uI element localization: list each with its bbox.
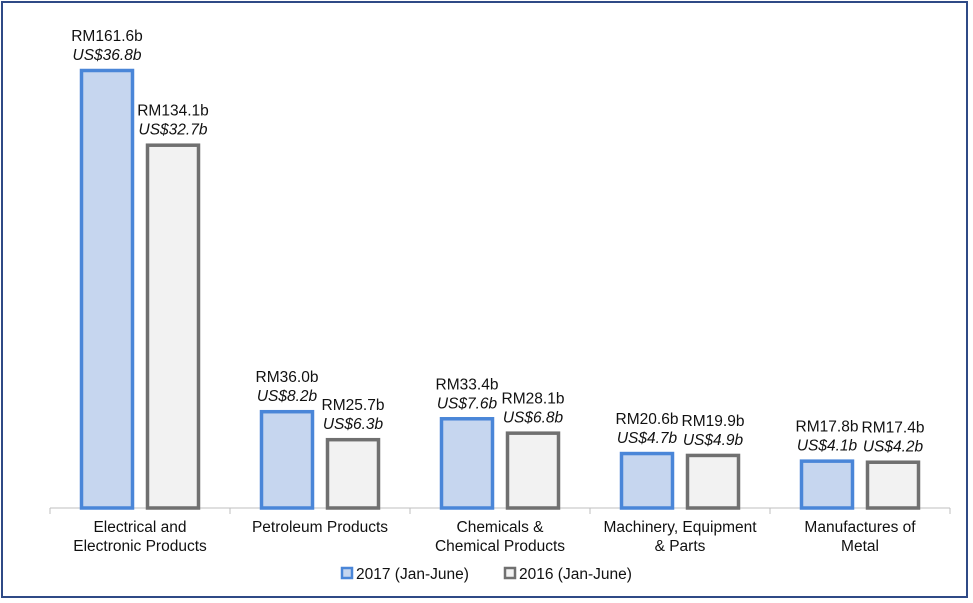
data-label-rm: RM17.4b bbox=[862, 420, 925, 437]
x-tick-label: & Parts bbox=[655, 538, 706, 555]
data-label-rm: RM36.0b bbox=[256, 369, 319, 386]
data-label-rm: RM28.1b bbox=[502, 391, 565, 408]
data-label-rm: RM25.7b bbox=[322, 397, 385, 414]
data-label-usd: US$8.2b bbox=[257, 388, 318, 405]
x-tick-label: Machinery, Equipment bbox=[603, 519, 757, 536]
bar-2017 bbox=[439, 417, 495, 510]
legend-label: 2017 (Jan-June) bbox=[356, 566, 469, 583]
bar-2017 bbox=[619, 451, 675, 510]
data-label-usd: US$7.6b bbox=[437, 395, 498, 412]
data-label-usd: US$4.7b bbox=[617, 430, 678, 447]
data-label-usd: US$4.1b bbox=[797, 438, 858, 455]
data-label-usd: US$4.9b bbox=[683, 432, 744, 449]
bar-2016 bbox=[145, 143, 201, 510]
x-tick-label: Petroleum Products bbox=[252, 519, 388, 536]
legend-swatch bbox=[503, 566, 517, 580]
bar-2016 bbox=[505, 431, 561, 510]
x-tick-label: Chemical Products bbox=[435, 538, 565, 555]
x-tick-label: Electrical and bbox=[93, 519, 186, 536]
data-label-usd: US$36.8b bbox=[73, 47, 142, 64]
x-tick-label: Metal bbox=[841, 538, 879, 555]
data-label-usd: US$6.3b bbox=[323, 416, 384, 433]
x-tick-label: Electronic Products bbox=[73, 538, 207, 555]
data-label-usd: US$32.7b bbox=[139, 122, 208, 139]
bar-2017 bbox=[79, 68, 135, 510]
data-label-usd: US$6.8b bbox=[503, 410, 564, 427]
legend-swatch bbox=[340, 566, 354, 580]
bar-2016 bbox=[865, 460, 921, 510]
data-label-rm: RM161.6b bbox=[71, 28, 143, 45]
legend-label: 2016 (Jan-June) bbox=[519, 566, 632, 583]
data-label-rm: RM134.1b bbox=[137, 103, 209, 120]
bar-2017 bbox=[259, 409, 315, 510]
bar-2016 bbox=[685, 453, 741, 510]
bar-2016 bbox=[325, 437, 381, 510]
data-label-rm: RM17.8b bbox=[796, 419, 859, 436]
x-tick-label: Chemicals & bbox=[457, 519, 545, 536]
bar-2017 bbox=[799, 459, 855, 510]
data-label-usd: US$4.2b bbox=[863, 439, 924, 456]
x-tick-label: Manufactures of bbox=[804, 519, 916, 536]
data-label-rm: RM20.6b bbox=[616, 411, 679, 428]
data-label-rm: RM33.4b bbox=[436, 376, 499, 393]
data-label-rm: RM19.9b bbox=[682, 413, 745, 430]
